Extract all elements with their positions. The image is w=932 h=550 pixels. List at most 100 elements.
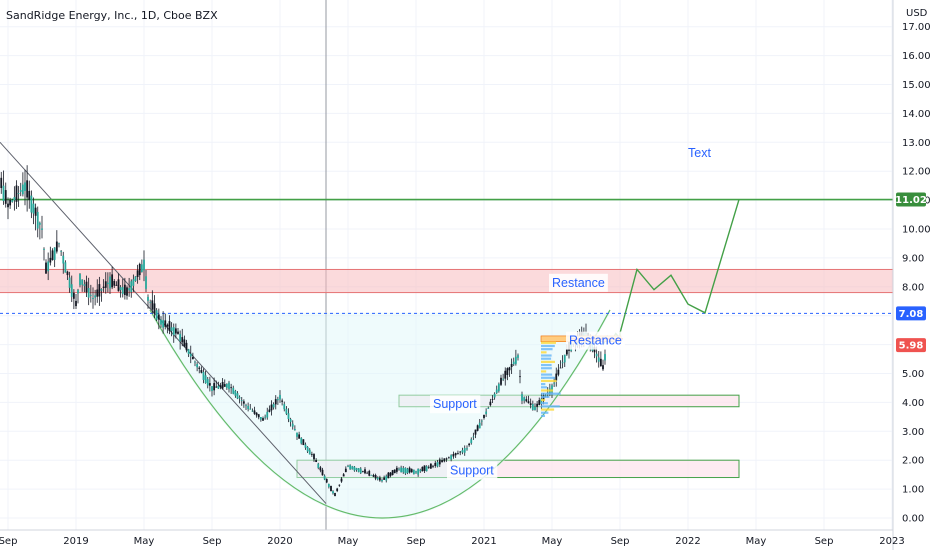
candle-body <box>366 472 369 474</box>
candle-body <box>276 399 279 401</box>
candle-body <box>198 367 201 369</box>
candle-body <box>287 413 290 419</box>
candle-body <box>308 449 311 455</box>
profile-bar <box>541 383 546 386</box>
candle-body <box>359 468 362 474</box>
candle-body <box>506 368 509 375</box>
candle-body <box>534 407 536 411</box>
candle-body <box>53 247 56 260</box>
candle-body <box>372 475 375 477</box>
candle-body <box>400 467 403 473</box>
candle-body <box>514 356 517 364</box>
candle-body <box>266 411 269 418</box>
candle-body <box>323 475 326 480</box>
candle-body <box>143 259 145 271</box>
candle-body <box>245 405 247 406</box>
candle-body <box>521 394 523 401</box>
candle-body <box>279 394 281 400</box>
profile-bar <box>541 408 555 411</box>
candle-body <box>15 185 18 202</box>
candle-body <box>183 339 186 347</box>
candle-body <box>283 404 286 410</box>
candle-body <box>315 460 318 463</box>
candle-body <box>160 319 162 325</box>
candle-body <box>106 282 109 285</box>
candle-body <box>64 262 67 273</box>
candle-body <box>604 354 606 361</box>
x-tick-label: 2021 <box>471 536 496 547</box>
candle-body <box>527 401 530 404</box>
x-tick-label: May <box>338 536 359 547</box>
candle-body <box>285 408 288 414</box>
candle-body <box>432 465 434 467</box>
candle-body <box>130 281 133 293</box>
candle-body <box>419 469 422 472</box>
annotation-text: Restance <box>552 276 605 290</box>
candle-body <box>450 455 453 460</box>
candle-body <box>559 367 562 369</box>
y-tick-label: 15.00 <box>902 80 931 91</box>
y-tick-label: 8.00 <box>902 282 924 293</box>
candle-body <box>151 300 154 310</box>
candle-body <box>344 468 347 473</box>
candle-body <box>134 276 137 281</box>
candle-body <box>402 468 405 473</box>
candle-body <box>595 353 598 357</box>
candle-body <box>361 470 364 472</box>
profile-bar <box>541 395 550 398</box>
y-tick-label: 9.00 <box>902 253 924 264</box>
x-tick-label: Sep <box>815 536 834 547</box>
candle-body <box>529 403 532 405</box>
candle-body <box>0 177 3 189</box>
y-tick-label: 0.00 <box>902 514 924 525</box>
x-tick-label: May <box>134 536 155 547</box>
candle-body <box>351 466 354 470</box>
candle-body <box>466 448 468 450</box>
profile-bar <box>541 392 561 395</box>
candle-body <box>429 463 432 469</box>
candle-body <box>217 385 220 389</box>
candle-body <box>236 393 239 399</box>
candle-body <box>389 472 392 476</box>
y-tick-label: 1.00 <box>902 485 924 496</box>
candle-body <box>7 203 9 208</box>
candle-body <box>19 190 22 192</box>
candle-body <box>463 448 466 453</box>
candle-body <box>51 250 54 261</box>
candle-body <box>336 488 339 491</box>
candle-body <box>262 418 264 421</box>
candle-body <box>28 190 31 200</box>
y-tick-label: 13.00 <box>902 138 931 149</box>
candle-body <box>412 469 415 475</box>
x-tick-label: 2020 <box>267 536 292 547</box>
candle-body <box>11 200 14 202</box>
candle-body <box>215 386 218 388</box>
candle-body <box>443 458 446 462</box>
x-tick-label: Sep <box>203 536 222 547</box>
candle-body <box>145 276 147 289</box>
candle-body <box>172 327 175 336</box>
currency-label: USD <box>906 8 928 19</box>
candle-body <box>459 451 462 453</box>
x-tick-label: 2023 <box>879 536 904 547</box>
candle-body <box>338 484 341 486</box>
candle-body <box>291 423 294 427</box>
candle-body <box>531 404 534 410</box>
annotation-bg <box>566 331 625 350</box>
candle-body <box>452 454 455 457</box>
candle-body <box>49 257 52 263</box>
candle-body <box>153 303 156 314</box>
candle-body <box>497 383 500 391</box>
candle-body <box>81 279 84 285</box>
candle-body <box>423 465 426 471</box>
candle-body <box>75 300 77 307</box>
candle-body <box>128 288 131 291</box>
horizontal-lines <box>0 198 893 314</box>
candle-body <box>34 207 37 216</box>
candle-body <box>306 446 309 452</box>
candle-body <box>119 287 122 291</box>
candle-body <box>327 484 330 487</box>
candle-body <box>374 475 377 479</box>
candle-body <box>523 397 526 401</box>
